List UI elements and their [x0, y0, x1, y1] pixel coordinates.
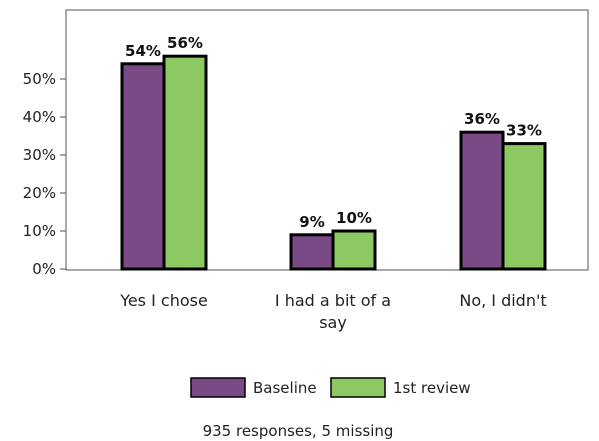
category-label: say — [319, 313, 347, 332]
bar-1st-review — [162, 54, 208, 271]
data-label: 9% — [299, 213, 324, 231]
y-tick-label: 40% — [23, 108, 56, 126]
y-tick-label: 20% — [23, 184, 56, 202]
bars — [120, 54, 547, 271]
category-label: No, I didn't — [459, 291, 546, 310]
bar-baseline — [120, 62, 166, 271]
legend-swatch — [330, 377, 386, 398]
data-label: 54% — [125, 42, 161, 60]
footer-note: 935 responses, 5 missing — [203, 422, 394, 440]
bar-baseline — [289, 233, 335, 271]
bar-1st-review — [331, 229, 377, 271]
legend-label: 1st review — [393, 379, 471, 397]
y-tick-label: 0% — [32, 260, 56, 278]
data-labels: 54% 9% 36% 56% 10% 33% — [125, 34, 542, 231]
data-label: 36% — [464, 110, 500, 128]
category-label: Yes I chose — [119, 291, 208, 310]
y-tick-label: 30% — [23, 146, 56, 164]
y-tick-label: 10% — [23, 222, 56, 240]
legend-swatch — [190, 377, 246, 398]
bar-baseline — [459, 130, 505, 271]
data-label: 33% — [506, 122, 542, 140]
x-axis-labels: Yes I chose I had a bit of a say No, I didn… — [119, 291, 546, 332]
data-label: 10% — [336, 209, 372, 227]
y-tick-label: 50% — [23, 70, 56, 88]
legend-label: Baseline — [253, 379, 317, 397]
bar-1st-review — [501, 142, 547, 271]
legend: Baseline 1st review — [190, 377, 471, 398]
data-label: 56% — [167, 34, 203, 52]
y-axis: 0% 10% 20% 30% 40% 50% — [23, 70, 66, 278]
category-label: I had a bit of a — [275, 291, 391, 310]
